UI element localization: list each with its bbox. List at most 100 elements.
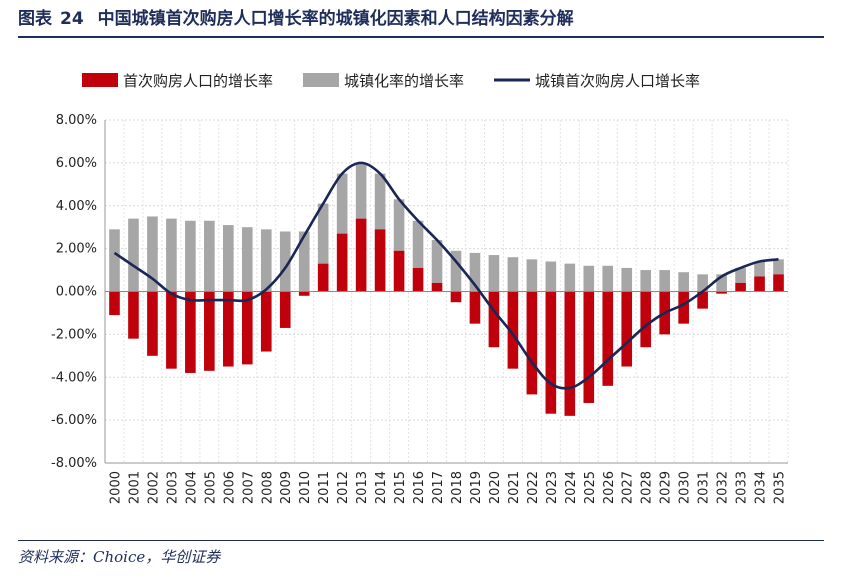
chart: 8.00% 6.00% 4.00% 2.00% 0.00% -2.00% -4.00% -6.…: [51, 72, 789, 504]
bar-urbanization-2001: [128, 218, 139, 292]
bar-first-home-2009: [279, 291, 291, 328]
bar-urbanization-2014: [374, 173, 386, 230]
bar-first-home-2021: [507, 291, 519, 369]
bar-first-home-2024: [564, 291, 576, 416]
bar-first-home-2001: [128, 291, 139, 339]
bar-first-home-2012: [336, 233, 348, 292]
bar-first-home-2030: [678, 291, 689, 324]
bar-first-home-2023: [545, 291, 557, 414]
bar-urbanization-2032: [716, 274, 727, 292]
bar-urbanization-2005: [204, 220, 215, 292]
bar-first-home-2022: [526, 291, 538, 395]
x-tick-label: 2026: [602, 471, 617, 504]
legend-swatch-1: [303, 73, 339, 87]
bar-first-home-2005: [204, 291, 215, 371]
bar-urbanization-2008: [260, 229, 272, 292]
bar-first-home-2015: [393, 250, 405, 292]
figure-title-text: 中国城镇首次购房人口增长率的城镇化因素和人口结构因素分解: [97, 9, 574, 29]
x-tick-label: 2030: [678, 471, 693, 504]
legend-swatch-0: [82, 73, 118, 87]
x-tick-label: 2024: [564, 471, 579, 504]
bar-urbanization-2029: [659, 270, 670, 292]
bar-urbanization-2007: [241, 227, 253, 292]
x-tick-label: 2021: [507, 471, 522, 504]
x-tick-label: 2006: [222, 471, 237, 504]
x-tick-label: 2005: [203, 471, 218, 504]
bar-urbanization-2016: [412, 220, 424, 268]
line-urban-first-home: [113, 161, 779, 390]
bar-first-home-2006: [223, 291, 234, 367]
figure-number: 24: [60, 9, 84, 29]
bar-urbanization-2002: [147, 216, 158, 292]
bar-first-home-2026: [602, 291, 614, 386]
y-tick-label: 0.00%: [56, 285, 97, 300]
bar-urbanization-2033: [735, 267, 746, 283]
bar-first-home-2020: [488, 291, 500, 348]
bar-urbanization-2009: [279, 231, 291, 292]
bar-first-home-2000: [109, 291, 120, 316]
x-tick-label: 2019: [469, 471, 484, 504]
bar-urbanization-2021: [507, 257, 519, 292]
bar-first-home-2010: [298, 291, 310, 296]
legend-label-1: 城镇化率的增长率: [344, 72, 464, 90]
bar-urbanization-2023: [545, 261, 557, 292]
bar-urbanization-2028: [640, 270, 652, 292]
x-tick-label: 2007: [241, 471, 256, 504]
bar-first-home-2013: [355, 218, 367, 292]
bar-urbanization-2006: [223, 225, 234, 292]
x-tick-label: 2004: [184, 471, 199, 504]
bar-urbanization-2015: [393, 199, 405, 251]
x-tick-label: 2010: [298, 471, 313, 504]
bar-urbanization-2027: [621, 267, 633, 292]
bar-first-home-2004: [185, 291, 196, 373]
y-tick-label: -4.00%: [51, 370, 97, 385]
x-tick-label: 2012: [336, 471, 351, 504]
bar-urbanization-2020: [488, 255, 500, 292]
y-tick-label: 4.00%: [56, 199, 97, 214]
bar-first-home-2025: [583, 291, 595, 403]
x-tick-label: 2000: [108, 471, 123, 504]
x-tick-label: 2020: [488, 471, 503, 504]
bar-first-home-2027: [621, 291, 633, 367]
bar-first-home-2003: [166, 291, 177, 369]
x-tick-label: 2018: [450, 471, 465, 504]
x-tick-label: 2003: [165, 471, 180, 504]
bar-urbanization-2018: [450, 250, 462, 292]
x-tick-label: 2031: [697, 471, 712, 504]
bar-first-home-2008: [260, 291, 272, 352]
bar-first-home-2018: [450, 291, 462, 303]
x-tick-label: 2035: [773, 471, 788, 504]
bar-urbanization-2024: [564, 263, 576, 292]
y-tick-label: 6.00%: [56, 156, 97, 171]
x-tick-label: 2014: [374, 471, 389, 504]
x-tick-label: 2002: [146, 471, 161, 504]
y-tick-label: -2.00%: [51, 327, 97, 342]
bar-urbanization-2017: [431, 240, 443, 283]
x-tick-label: 2034: [754, 471, 769, 504]
x-tick-label: 2008: [260, 471, 275, 504]
y-tick-label: 2.00%: [56, 242, 97, 257]
source-note: 资料来源：Choice，华创证券: [18, 548, 221, 566]
x-tick-label: 2032: [716, 471, 731, 504]
bar-urbanization-2030: [678, 272, 689, 292]
bar-first-home-2031: [697, 291, 708, 309]
x-tick-label: 2001: [127, 471, 142, 504]
legend-label-0: 首次购房人口的增长率: [123, 72, 273, 90]
bar-first-home-2002: [147, 291, 158, 356]
bar-first-home-2035: [773, 274, 784, 292]
bar-first-home-2019: [469, 291, 481, 324]
y-tick-label: 8.00%: [56, 113, 97, 128]
figure-label: 图表: [18, 9, 52, 29]
bar-first-home-2016: [412, 267, 424, 292]
bar-urbanization-2019: [469, 252, 481, 292]
y-tick-label: -6.00%: [51, 413, 97, 428]
bar-urbanization-2035: [773, 259, 784, 275]
bar-first-home-2032: [716, 291, 727, 294]
bar-urbanization-2003: [166, 218, 177, 292]
x-tick-label: 2013: [355, 471, 370, 504]
bar-urbanization-2013: [355, 162, 367, 219]
bar-first-home-2011: [317, 263, 329, 292]
x-tick-label: 2011: [317, 471, 332, 504]
bar-first-home-2014: [374, 229, 386, 292]
x-tick-label: 2028: [640, 471, 655, 504]
